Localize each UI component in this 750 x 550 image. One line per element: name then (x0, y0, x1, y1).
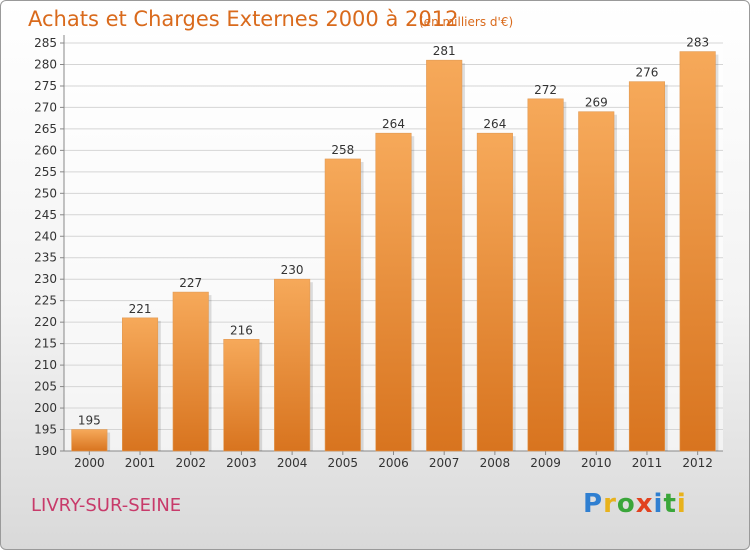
y-tick-label: 225 (34, 294, 57, 308)
x-tick-label: 2010 (581, 456, 612, 470)
y-tick-label: 275 (34, 79, 57, 93)
logo-letter: i (653, 489, 664, 519)
y-tick-label: 260 (34, 143, 57, 157)
bar-value-label: 276 (636, 66, 659, 80)
bar-value-label: 264 (382, 117, 405, 131)
x-tick-label: 2005 (328, 456, 359, 470)
bar (172, 291, 209, 452)
logo-letter: t (663, 489, 677, 519)
bar-value-label: 221 (129, 302, 152, 316)
bar-value-label: 281 (433, 44, 456, 58)
y-tick-label: 280 (34, 57, 57, 71)
y-tick-label: 265 (34, 122, 57, 136)
bar-value-label: 269 (585, 96, 608, 110)
x-tick-label: 2000 (74, 456, 105, 470)
x-tick-label: 2009 (530, 456, 561, 470)
bar-value-label: 283 (686, 36, 709, 50)
y-tick-label: 285 (34, 36, 57, 50)
y-tick-label: 220 (34, 315, 57, 329)
bar (223, 339, 260, 452)
y-tick-label: 250 (34, 186, 57, 200)
bar-value-label: 227 (179, 276, 202, 290)
x-tick-label: 2001 (125, 456, 156, 470)
bar-value-label: 216 (230, 323, 253, 337)
y-tick-label: 245 (34, 208, 57, 222)
bar-value-label: 230 (281, 263, 304, 277)
bar (375, 132, 412, 452)
x-tick-label: 2003 (226, 456, 257, 470)
y-tick-label: 270 (34, 100, 57, 114)
y-tick-label: 200 (34, 401, 57, 415)
x-tick-label: 2002 (175, 456, 206, 470)
bar (476, 132, 513, 452)
bar (578, 111, 615, 452)
y-tick-label: 235 (34, 251, 57, 265)
y-tick-label: 240 (34, 229, 57, 243)
logo-letter: P (583, 489, 604, 519)
bar (71, 429, 108, 452)
bar (324, 158, 361, 452)
bar (426, 59, 463, 452)
y-tick-label: 230 (34, 272, 57, 286)
bar-value-label: 264 (483, 117, 506, 131)
x-tick-label: 2004 (277, 456, 308, 470)
y-tick-label: 205 (34, 380, 57, 394)
bar-value-label: 272 (534, 83, 557, 97)
bars (71, 51, 719, 452)
logo-letter: r (603, 489, 617, 519)
logo-letter: i (676, 489, 687, 519)
x-tick-label: 2008 (480, 456, 511, 470)
bar (628, 81, 666, 452)
x-tick-label: 2012 (682, 456, 713, 470)
x-tick-label: 2007 (429, 456, 460, 470)
logo-letter: o (616, 489, 636, 519)
bar (679, 51, 716, 452)
logo-letter: x (635, 489, 654, 519)
y-tick-label: 215 (34, 337, 57, 351)
bar (274, 278, 311, 452)
y-tick-label: 210 (34, 358, 57, 372)
proxiti-logo: Proxiti (583, 489, 687, 519)
y-tick-label: 195 (34, 423, 57, 437)
chart-title: Achats et Charges Externes 2000 à 2012 (28, 7, 459, 31)
y-tick-label: 255 (34, 165, 57, 179)
chart-unit: (en milliers d'€) (419, 15, 514, 29)
bar-value-label: 258 (331, 143, 354, 157)
bar (527, 98, 564, 452)
x-tick-label: 2011 (632, 456, 663, 470)
x-tick-label: 2006 (378, 456, 409, 470)
bar (121, 317, 159, 452)
value-labels: 195 221 227 216 230 258 264 281 264 272 269 276 283 (78, 36, 709, 428)
commune-name: LIVRY-SUR-SEINE (31, 495, 182, 516)
axes: 190 195 200 205 210 215 220 225 230 235 240 245 250 2… (34, 35, 723, 470)
y-tick-label: 190 (34, 444, 57, 458)
bar-value-label: 195 (78, 414, 101, 428)
